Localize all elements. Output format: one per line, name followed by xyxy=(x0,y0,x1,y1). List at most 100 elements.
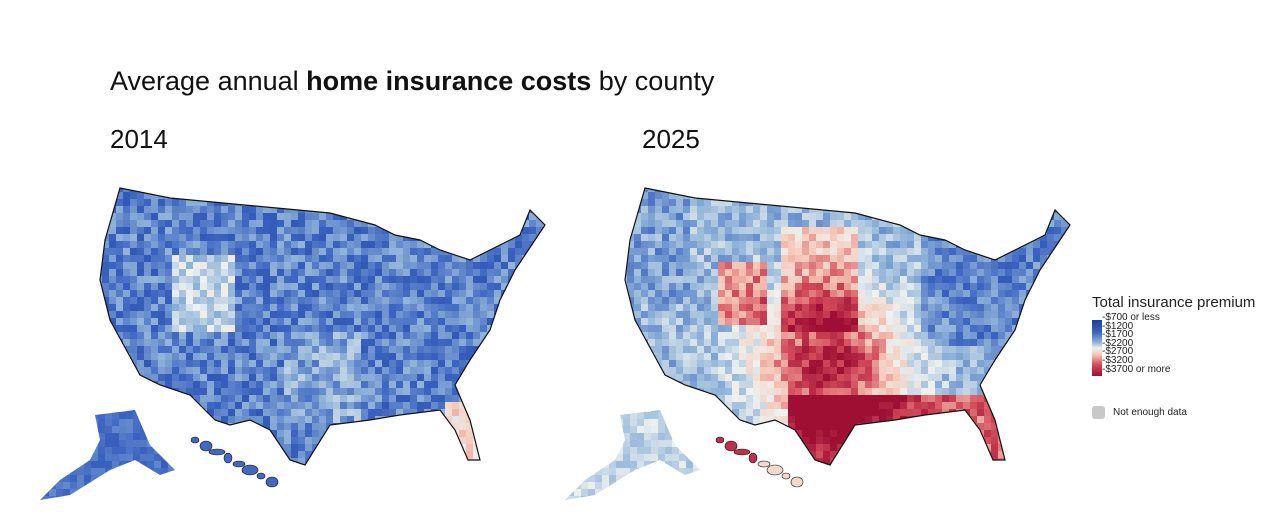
county-cell xyxy=(669,402,677,410)
county-cell xyxy=(914,283,922,291)
county-cell xyxy=(333,297,341,305)
county-cell xyxy=(77,454,85,462)
county-cell xyxy=(389,367,397,375)
county-cell xyxy=(424,248,432,256)
county-cell xyxy=(333,318,341,326)
county-cell xyxy=(543,346,545,354)
county-cell xyxy=(291,430,299,438)
county-cell xyxy=(809,283,817,291)
county-cell xyxy=(249,346,257,354)
county-cell xyxy=(305,311,313,319)
county-cell xyxy=(326,444,334,452)
county-cell xyxy=(760,188,768,193)
county-cell xyxy=(753,318,761,326)
county-cell xyxy=(242,262,250,270)
county-cell xyxy=(907,255,915,263)
county-cell xyxy=(452,276,460,284)
county-cell xyxy=(112,468,120,476)
county-cell xyxy=(816,367,824,375)
county-cell xyxy=(417,276,425,284)
county-cell xyxy=(760,381,768,389)
county-cell xyxy=(312,276,320,284)
county-cell xyxy=(536,325,544,333)
county-cell xyxy=(452,262,460,270)
county-cell xyxy=(452,199,460,207)
county-cell xyxy=(84,489,92,497)
county-cell xyxy=(109,346,117,354)
county-cell xyxy=(858,255,866,263)
county-cell xyxy=(466,269,474,277)
county-cell xyxy=(844,290,852,298)
county-cell xyxy=(403,367,411,375)
county-cell xyxy=(690,360,698,368)
county-cell xyxy=(872,409,880,417)
county-cell xyxy=(207,234,215,242)
county-cell xyxy=(949,339,957,347)
county-cell xyxy=(459,283,467,291)
county-cell xyxy=(431,192,439,200)
county-cell xyxy=(102,248,110,256)
county-cell xyxy=(410,465,418,473)
county-cell xyxy=(375,318,383,326)
county-cell xyxy=(767,269,775,277)
county-cell xyxy=(823,451,831,459)
county-cell xyxy=(921,451,929,459)
county-cell xyxy=(949,241,957,249)
county-cell xyxy=(77,410,85,413)
county-cell xyxy=(858,430,866,438)
county-cell xyxy=(100,255,103,263)
hawaii-island xyxy=(223,452,233,464)
county-cell xyxy=(956,248,964,256)
county-cell xyxy=(872,381,880,389)
county-cell xyxy=(725,188,733,193)
county-cell xyxy=(921,325,929,333)
county-cell xyxy=(70,496,78,500)
county-cell xyxy=(284,318,292,326)
county-cell xyxy=(529,423,537,431)
county-cell xyxy=(445,409,453,417)
county-cell xyxy=(543,234,545,242)
county-cell xyxy=(56,482,64,490)
county-cell xyxy=(168,503,176,511)
county-cell xyxy=(739,262,747,270)
county-cell xyxy=(249,458,257,465)
county-cell xyxy=(200,416,208,424)
county-cell xyxy=(326,367,334,375)
county-cell xyxy=(627,339,635,347)
county-cell xyxy=(508,332,516,340)
county-cell xyxy=(214,269,222,277)
county-cell xyxy=(347,199,355,207)
county-cell xyxy=(242,388,250,396)
county-cell xyxy=(655,339,663,347)
county-cell xyxy=(844,332,852,340)
county-cell xyxy=(154,426,162,434)
county-cell xyxy=(347,318,355,326)
county-cell xyxy=(487,374,495,382)
county-cell xyxy=(529,234,537,242)
county-cell xyxy=(147,426,155,434)
county-cell xyxy=(767,374,775,382)
county-cell xyxy=(175,461,183,469)
county-cell xyxy=(186,367,194,375)
county-cell xyxy=(893,241,901,249)
county-cell xyxy=(175,496,183,504)
county-cell xyxy=(907,290,915,298)
county-cell xyxy=(795,199,803,207)
county-cell xyxy=(767,234,775,242)
county-cell xyxy=(781,220,789,228)
county-cell xyxy=(109,192,117,200)
county-cell xyxy=(858,395,866,403)
county-cell xyxy=(319,269,327,277)
county-cell xyxy=(858,220,866,228)
county-cell xyxy=(354,262,362,270)
county-cell xyxy=(760,388,768,396)
county-cell xyxy=(648,283,656,291)
county-cell xyxy=(193,297,201,305)
county-cell xyxy=(438,437,446,445)
county-cell xyxy=(522,241,530,249)
county-cell xyxy=(277,458,285,465)
county-cell xyxy=(312,255,320,263)
county-cell xyxy=(753,227,761,235)
county-cell xyxy=(830,430,838,438)
county-cell xyxy=(214,437,222,445)
